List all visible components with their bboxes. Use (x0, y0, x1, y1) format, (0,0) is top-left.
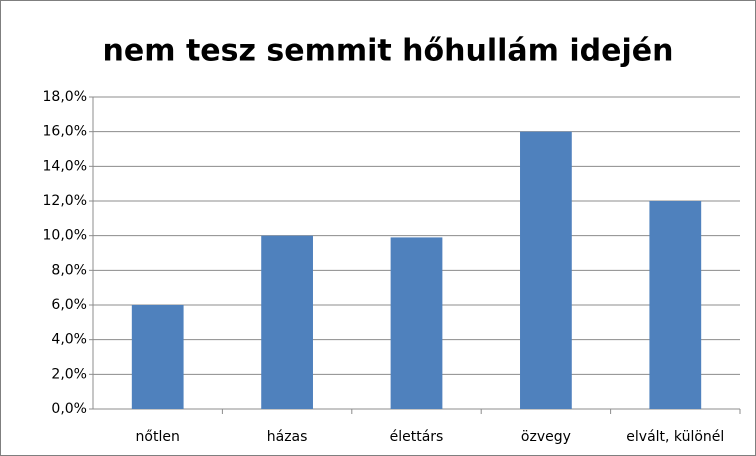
x-tick-label: nőtlen (136, 429, 180, 445)
y-tick-label: 16,0% (43, 124, 87, 140)
y-tick-label: 0,0% (51, 401, 87, 417)
bar (261, 235, 313, 409)
y-tick-label: 2,0% (51, 366, 87, 382)
y-tick-label: 10,0% (43, 228, 87, 244)
y-tick-label: 4,0% (51, 332, 87, 348)
y-tick-label: 6,0% (51, 297, 87, 313)
bar (390, 237, 443, 409)
x-tick-label: házas (267, 429, 308, 445)
y-tick-label: 18,0% (43, 89, 87, 105)
y-tick-label: 8,0% (51, 262, 87, 278)
x-tick-label: élettárs (390, 429, 444, 445)
y-tick-label: 14,0% (43, 158, 87, 174)
bar (131, 305, 184, 409)
bar (520, 131, 572, 409)
x-tick-label: elvált, különél (626, 429, 724, 445)
chart-title: nem tesz semmit hőhullám idején (103, 34, 674, 69)
x-tick-label: özvegy (521, 429, 571, 445)
bar (649, 201, 702, 409)
y-tick-label: 12,0% (43, 193, 87, 209)
